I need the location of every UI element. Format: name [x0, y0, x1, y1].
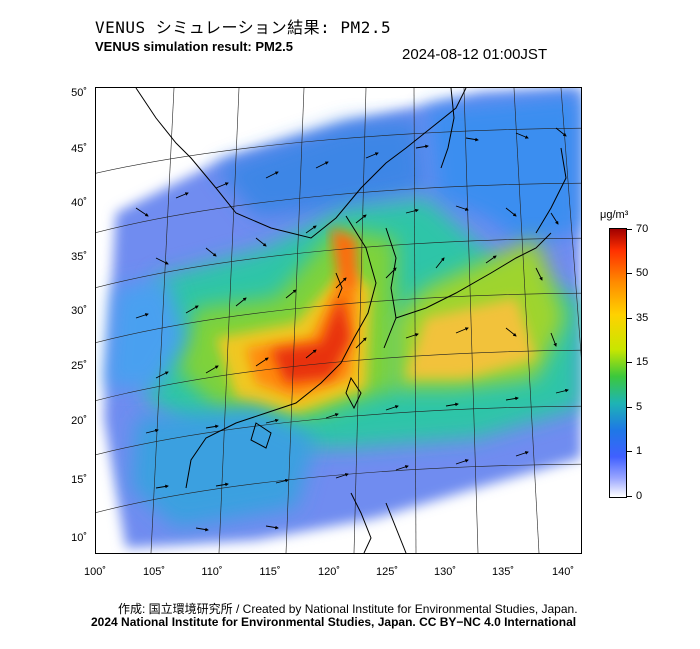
colorbar-label: 0	[636, 490, 643, 502]
lat-label: 10˚	[71, 532, 87, 544]
license-line: 2024 National Institute for Environmenta…	[91, 615, 577, 629]
graticule	[96, 88, 581, 553]
colorbar-label: 70	[636, 223, 649, 235]
colorbar-tick	[626, 451, 632, 452]
colorbar-label: 35	[636, 312, 649, 324]
coastlines	[135, 88, 567, 553]
colorbar-tick	[626, 362, 632, 363]
colorbar-tick	[626, 318, 632, 319]
colorbar-tick	[626, 407, 632, 408]
map-panel	[95, 87, 582, 554]
colorbar-tick	[626, 496, 632, 497]
colorbar-label: 50	[636, 267, 649, 279]
lon-label: 135˚	[491, 566, 515, 578]
lat-label: 25˚	[71, 360, 87, 372]
lat-label: 40˚	[71, 197, 87, 209]
lon-label: 105˚	[142, 566, 166, 578]
pm25-map	[96, 88, 581, 553]
wind-vectors	[135, 127, 569, 532]
lat-label: 15˚	[71, 474, 87, 486]
timestamp: 2024-08-12 01:00JST	[402, 46, 548, 63]
lon-label: 100˚	[83, 566, 107, 578]
colorbar-label: 5	[636, 401, 643, 413]
colorbar-unit: μg/m³	[600, 209, 629, 221]
colorbar-tick	[626, 229, 632, 230]
colorbar-label: 1	[636, 445, 643, 457]
lat-label: 45˚	[71, 143, 87, 155]
colorbar	[609, 228, 627, 498]
lon-label: 125˚	[375, 566, 399, 578]
lon-label: 130˚	[433, 566, 457, 578]
lat-label: 50˚	[71, 87, 87, 99]
lat-label: 20˚	[71, 415, 87, 427]
lon-label: 120˚	[317, 566, 341, 578]
credit-line: 作成: 国立環境研究所 / Created by National Instit…	[118, 602, 578, 616]
concentration-field	[104, 88, 581, 548]
colorbar-tick	[626, 273, 632, 274]
lat-label: 30˚	[71, 305, 87, 317]
lon-label: 115˚	[259, 566, 281, 578]
colorbar-label: 15	[636, 356, 649, 368]
title-japanese: VENUS シミュレーション結果: PM2.5	[95, 18, 392, 37]
title-english: VENUS simulation result: PM2.5	[95, 39, 293, 54]
lon-label: 140˚	[551, 566, 575, 578]
lon-label: 110˚	[201, 566, 223, 578]
lat-label: 35˚	[71, 251, 87, 263]
